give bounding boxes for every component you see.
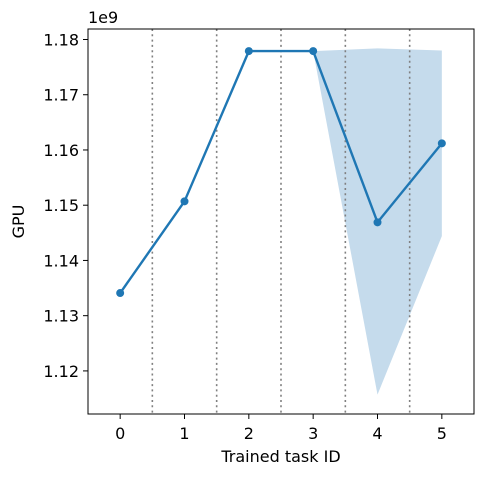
y-tick-label: 1.18 bbox=[43, 30, 79, 49]
y-tick-label: 1.14 bbox=[43, 251, 79, 270]
y-tick-label: 1.16 bbox=[43, 141, 79, 160]
y-tick-label: 1.12 bbox=[43, 362, 79, 381]
y-offset-label: 1e9 bbox=[88, 8, 118, 27]
y-tick-label: 1.15 bbox=[43, 196, 79, 215]
confidence-band bbox=[120, 48, 442, 395]
series-line bbox=[119, 49, 443, 294]
task-boundary-lines bbox=[151, 29, 411, 414]
x-tick-label: 3 bbox=[308, 424, 318, 443]
data-point bbox=[437, 139, 446, 148]
x-tick-label: 4 bbox=[372, 424, 382, 443]
plot-frame bbox=[87, 28, 475, 415]
x-tick-label: 0 bbox=[115, 424, 125, 443]
data-point bbox=[309, 47, 318, 56]
data-point bbox=[373, 218, 382, 227]
x-tick-label: 2 bbox=[244, 424, 254, 443]
x-tick-label: 5 bbox=[437, 424, 447, 443]
axes bbox=[87, 28, 475, 415]
data-point bbox=[116, 289, 125, 298]
ticks: 0 1 2 3 4 5 1.12 1.13 1.14 1.15 1.16 1.17 1.18 bbox=[43, 30, 447, 443]
data-point bbox=[180, 197, 189, 206]
y-axis-label: GPU bbox=[9, 205, 28, 239]
x-tick-label: 1 bbox=[179, 424, 189, 443]
data-point bbox=[244, 47, 253, 56]
confidence-band-layer bbox=[120, 48, 442, 395]
series-layer bbox=[116, 47, 446, 298]
y-tick-label: 1.13 bbox=[43, 307, 79, 326]
x-axis-label: Trained task ID bbox=[220, 447, 340, 466]
y-tick-label: 1.17 bbox=[43, 86, 79, 105]
